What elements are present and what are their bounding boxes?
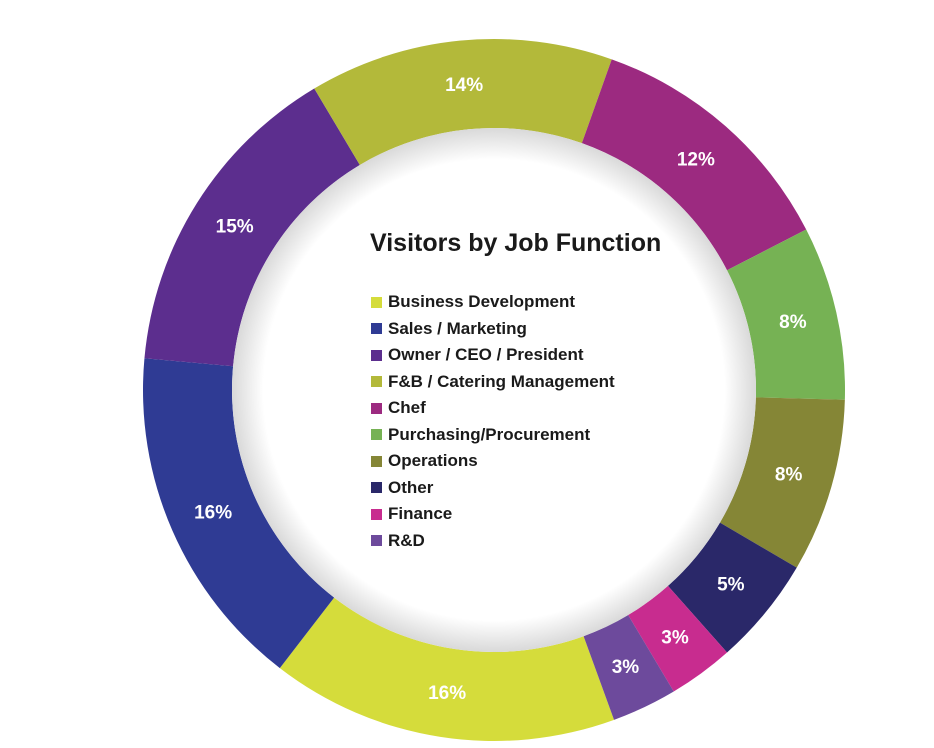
legend-swatch [371, 323, 382, 335]
data-label: 16% [428, 683, 466, 704]
legend-label: Other [388, 477, 434, 497]
legend: Business Development Sales / Marketing Own… [371, 289, 615, 554]
slice-business-development [279, 597, 615, 741]
slice-f-b-catering-management [314, 38, 612, 165]
legend-swatch [371, 455, 382, 467]
legend-item: Sales / Marketing [371, 316, 615, 343]
slice-other [667, 522, 797, 653]
data-label: 8% [775, 464, 803, 485]
data-label: 5% [717, 575, 745, 596]
legend-item: F&B / Catering Management [371, 369, 615, 396]
data-label: 8% [779, 312, 807, 333]
data-label: 3% [661, 627, 689, 648]
slice-operations [719, 397, 845, 568]
legend-label: Finance [388, 504, 453, 524]
legend-swatch [371, 482, 382, 494]
legend-item: Chef [371, 395, 615, 422]
legend-item: Owner / CEO / President [371, 342, 615, 369]
legend-label: R&D [388, 530, 425, 550]
data-label: 14% [445, 75, 483, 96]
legend-item: Operations [371, 448, 615, 475]
legend-swatch [371, 376, 382, 388]
slice-sales-marketing [143, 358, 335, 669]
legend-swatch [371, 429, 382, 441]
legend-label: F&B / Catering Management [388, 371, 615, 391]
legend-item: Purchasing/Procurement [371, 422, 615, 449]
legend-label: Purchasing/Procurement [388, 424, 591, 444]
data-label: 16% [194, 503, 232, 524]
data-label: 15% [216, 217, 254, 238]
slice-purchasing-procurement [727, 229, 845, 400]
legend-swatch [371, 402, 382, 414]
legend-swatch [371, 535, 382, 547]
slice-r-d [583, 615, 674, 720]
legend-item: Other [371, 475, 615, 502]
legend-item: R&D [371, 528, 615, 555]
legend-swatch [371, 508, 382, 520]
data-label: 3% [612, 657, 640, 678]
legend-item: Business Development [371, 289, 615, 316]
legend-swatch [371, 296, 382, 308]
legend-label: Business Development [388, 292, 576, 312]
legend-swatch [371, 349, 382, 361]
legend-label: Owner / CEO / President [388, 345, 584, 365]
legend-label: Sales / Marketing [388, 318, 527, 338]
slice-finance [628, 585, 728, 692]
legend-item: Finance [371, 501, 615, 528]
slice-chef [581, 59, 807, 271]
legend-label: Chef [388, 398, 426, 418]
data-label: 12% [677, 149, 715, 170]
slice-owner-ceo-president [144, 88, 360, 367]
legend-label: Operations [388, 451, 478, 471]
chart-title: Visitors by Job Function [370, 229, 662, 257]
donut-hole [232, 128, 756, 652]
